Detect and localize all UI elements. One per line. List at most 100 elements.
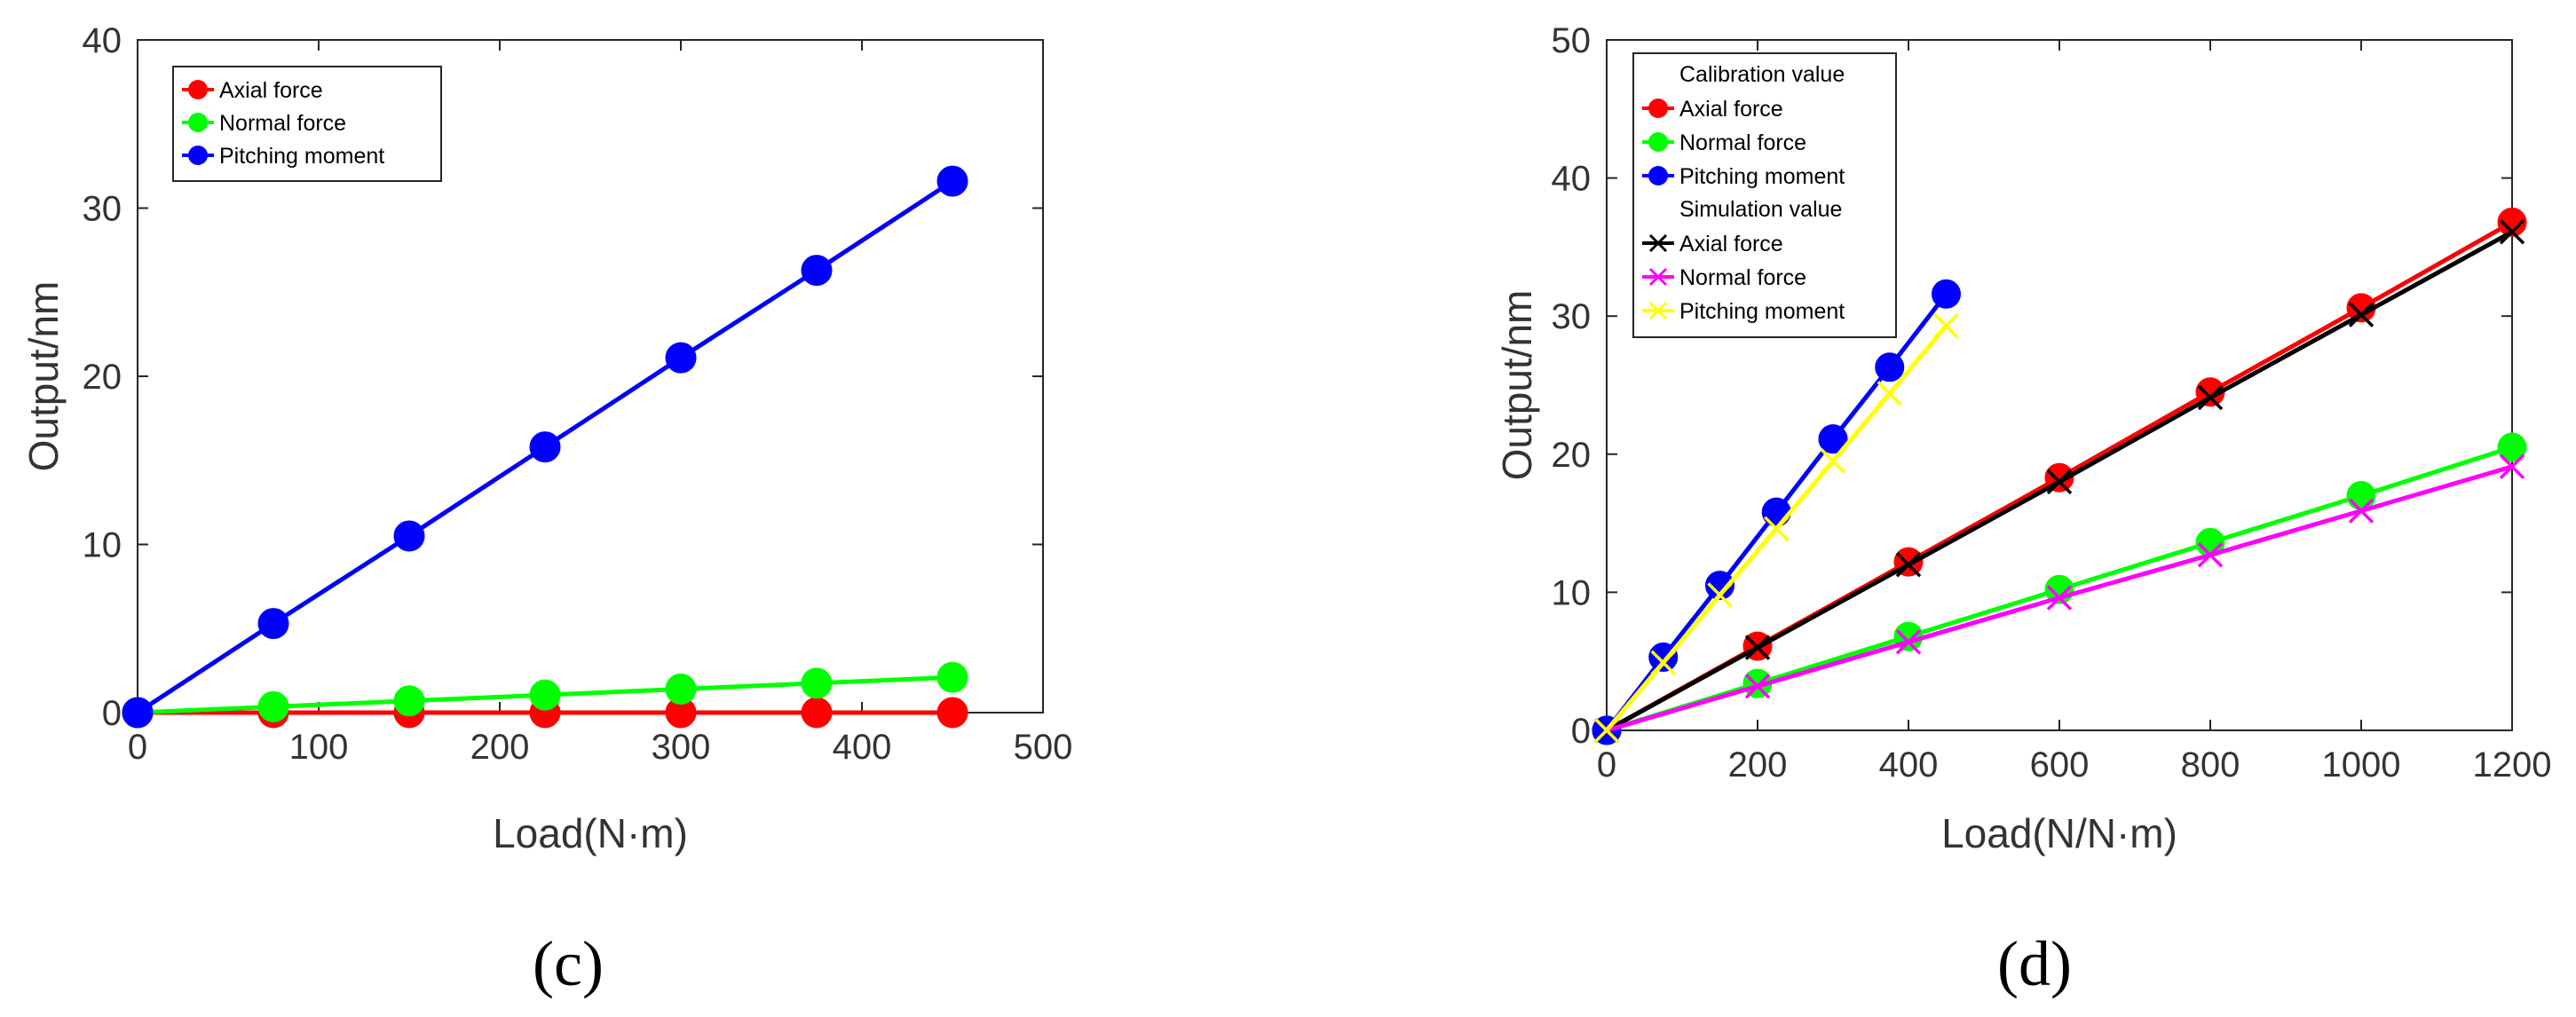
data-point [1820,448,1846,474]
data-point [1761,497,1791,527]
data-point [1744,635,1771,660]
chart-panel-d: 0 200 400 600 800 1000 1200 0 10 20 30 40 50 Load(N/N… [1494,21,2551,999]
legend-marker [1648,301,1668,320]
legend-marker [1648,99,1668,118]
x-axis-label: Load(N/N·m) [1941,810,2177,856]
data-point [1877,381,1902,406]
x-tick-label: 600 [2030,745,2090,784]
x-tick-label: 0 [1597,745,1616,784]
data-point [665,673,697,705]
legend-label: Axial force [219,78,323,103]
legend-box [172,66,442,182]
data-point [1875,352,1905,382]
x-tick-label: 400 [1879,745,1939,784]
x-tick-label: 500 [1014,728,1073,767]
y-tick-label: 50 [1552,21,1592,60]
legend-label: Normal force [219,111,346,136]
legend-item: Axial force [1642,232,1783,256]
legend-marker [188,146,208,165]
legend-item: Axial force [1642,97,1783,122]
series-pitching-moment [122,165,968,729]
data-point [2348,498,2375,524]
data-point [1705,571,1734,601]
data-point [2497,207,2527,237]
legend-label: Axial force [1679,97,1783,122]
legend-group-title: Simulation value [1679,197,1842,222]
y-tick-label: 0 [1571,712,1591,751]
y-tick-label: 10 [83,526,122,565]
series-normal-force-simulation [1593,453,2525,744]
legend: Axial force Normal force Pitching moment [172,66,442,182]
legend-label: Pitching moment [219,144,384,169]
data-point [1933,312,1959,339]
data-point [2197,542,2224,568]
legend-marker [1648,166,1668,185]
data-point [1932,279,1961,309]
data-point [665,342,697,374]
data-point [2499,219,2525,245]
data-point [801,255,833,287]
data-point [257,608,289,640]
data-point [122,697,154,729]
legend-label: Pitching moment [1679,299,1845,324]
data-point [1648,643,1679,673]
x-tick-label: 100 [289,728,349,767]
data-point [936,165,968,197]
data-point [1764,516,1790,542]
y-tick-label: 30 [83,190,122,229]
x-tick-label: 1000 [2322,745,2401,784]
data-point [2046,585,2073,611]
y-tick-label: 0 [102,694,122,733]
data-point [2497,432,2527,462]
x-tick-label: 200 [470,728,530,767]
x-tick-label: 300 [652,728,711,767]
data-point [1895,552,1922,578]
legend-marker [1648,132,1668,152]
data-point [529,679,561,711]
x-tick-label: 1200 [2473,745,2552,784]
data-point [393,520,425,552]
data-point [936,661,968,693]
legend-item: Normal force [1642,130,1806,155]
panel-label: (c) [533,928,604,999]
y-tick-label: 40 [1552,160,1592,199]
data-point [1707,582,1733,608]
legend-item: Normal force [182,111,346,136]
legend-label: Axial force [1679,232,1783,256]
y-tick-label: 20 [83,358,122,397]
data-point [2499,453,2525,480]
data-point [1895,629,1922,655]
legend-label: Normal force [1679,265,1806,290]
legend-box [1632,52,1897,338]
data-point [1818,424,1848,454]
data-point [393,685,425,717]
data-point [936,697,968,729]
legend-item: Axial force [182,78,323,103]
data-point [257,690,289,722]
data-point [1744,673,1771,699]
data-point [2046,469,2073,495]
data-point [1650,650,1676,675]
data-point [2348,302,2375,327]
x-tick-label: 200 [1728,745,1788,784]
panel-label: (d) [1997,928,2072,999]
legend-marker [188,80,208,99]
chart-panel-c: 0 100 200 300 400 500 0 10 20 30 40 Load(N·m) Output… [20,21,1072,999]
data-point [2197,384,2224,411]
data-point [801,697,833,729]
legend-marker [1648,267,1668,287]
legend-label: Normal force [1679,130,1806,155]
legend-item: Pitching moment [182,144,384,169]
legend-marker [188,113,208,132]
y-axis-label: Output/nm [20,281,67,472]
x-tick-label: 0 [128,728,147,767]
legend-item: Pitching moment [1642,164,1845,189]
x-axis-label: Load(N·m) [493,810,688,856]
y-tick-label: 20 [1552,436,1592,475]
data-point [801,667,833,699]
series-pitching-moment-simulation [1593,312,1959,744]
y-tick-label: 10 [1552,573,1592,612]
data-point [529,431,561,463]
legend-group-title: Calibration value [1679,62,1845,87]
